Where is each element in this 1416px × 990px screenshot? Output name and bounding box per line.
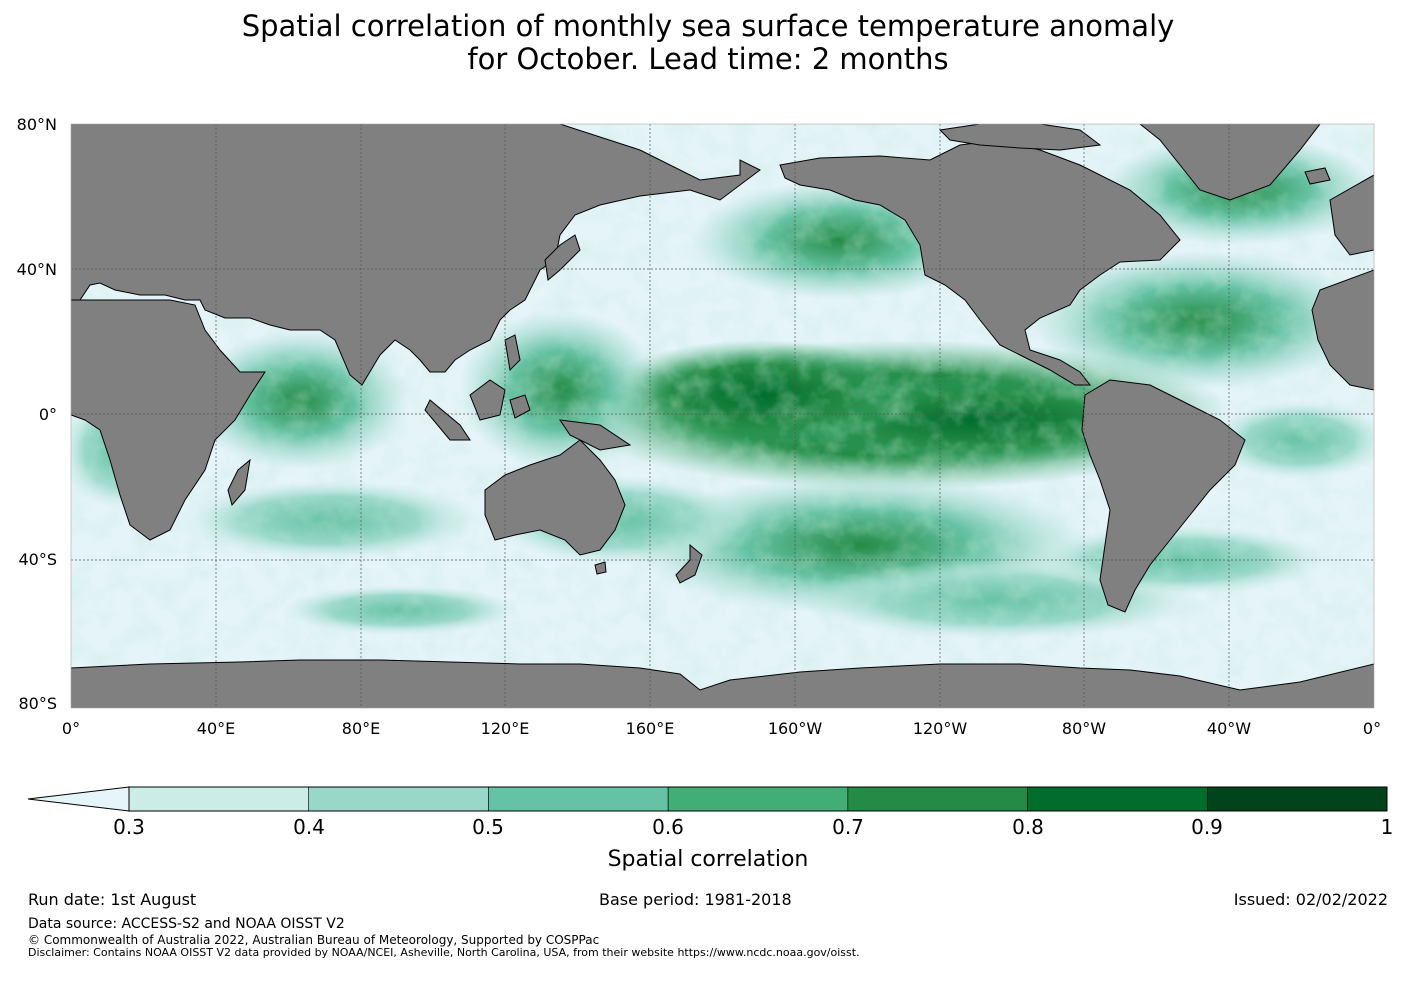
colorbar-title: Spatial correlation [607, 847, 809, 872]
colorbar-segment-0.8-0.9 [1027, 786, 1208, 812]
colorbar-segment-0.5-0.6 [488, 786, 669, 812]
run-date: Run date: 1st August [28, 890, 197, 909]
lon-label-120w: 120°W [912, 719, 968, 738]
lon-label-0-right: 0° [1362, 719, 1382, 738]
colorbar-tick-0-3: 0.3 [113, 815, 145, 839]
colorbar-tick-0-7: 0.7 [832, 815, 864, 839]
colorbar-segment-0.6-0.7 [667, 786, 849, 812]
chart-title-line-2: for October. Lead time: 2 months [467, 42, 949, 76]
base-period: Base period: 1981-2018 [599, 890, 792, 909]
chart-title-line-1: Spatial correlation of monthly sea surfa… [241, 9, 1175, 43]
colorbar-tick-0-8: 0.8 [1012, 815, 1044, 839]
data-source: Data source: ACCESS-S2 and NOAA OISST V2 [28, 916, 345, 932]
colorbar-tick-0-6: 0.6 [652, 815, 684, 839]
colorbar-frame [128, 786, 1388, 812]
lon-label-80e: 80°E [341, 719, 381, 738]
land-masses [71, 124, 1374, 708]
colorbar-extend-triangle [27, 786, 130, 812]
colorbar-tick-1: 1 [1380, 815, 1394, 839]
colorbar-segment-0.7-0.8 [847, 786, 1028, 812]
disclaimer: Disclaimer: Contains NOAA OISST V2 data … [28, 946, 860, 959]
lon-label-40e: 40°E [196, 719, 236, 738]
colorbar-tick-0-5: 0.5 [472, 815, 504, 839]
colorbar-segment-0.9-1 [1206, 786, 1388, 812]
colorbar-tick-0-4: 0.4 [293, 815, 325, 839]
lon-label-40w: 40°W [1206, 719, 1252, 738]
colorbar-segment-0.3-0.4 [128, 786, 310, 812]
issued-date: Issued: 02/02/2022 [1233, 890, 1388, 909]
map-plot-area [71, 124, 1374, 708]
lat-label-80n: 80°N [16, 115, 57, 134]
lat-label-80s: 80°S [18, 694, 57, 713]
lat-label-40s: 40°S [18, 550, 57, 569]
lon-label-80w: 80°W [1061, 719, 1107, 738]
lon-label-120e: 120°E [480, 719, 530, 738]
lat-label-0: 0° [38, 405, 57, 424]
map-frame [70, 123, 1375, 709]
copyright-notice: © Commonwealth of Australia 2022, Austra… [28, 933, 600, 947]
lon-label-160e: 160°E [625, 719, 675, 738]
lon-label-160w: 160°W [767, 719, 823, 738]
lon-label-0-left: 0° [61, 719, 81, 738]
gridlines [71, 124, 1374, 708]
colorbar-tick-0-9: 0.9 [1191, 815, 1223, 839]
lat-label-40n: 40°N [16, 260, 57, 279]
colorbar-segment-0.4-0.5 [308, 786, 489, 812]
